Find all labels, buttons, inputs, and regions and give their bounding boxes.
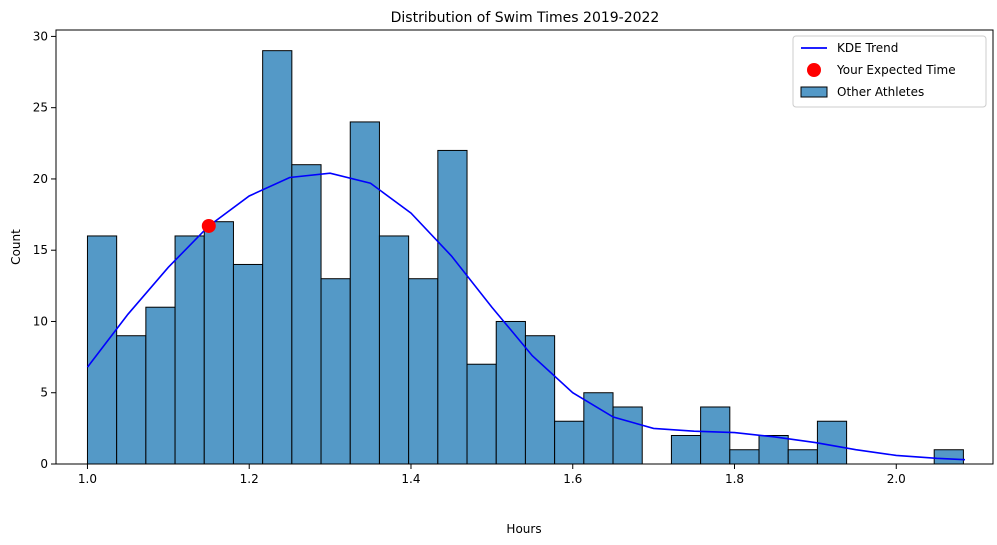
histogram-bar	[583, 392, 614, 465]
histogram-bar	[349, 121, 380, 465]
histogram-bar	[116, 335, 147, 465]
legend: KDE Trend Your Expected Time Other Athlete…	[792, 35, 987, 108]
x-tick-label: 1.6	[563, 472, 582, 486]
histogram-bar	[291, 164, 322, 465]
kde-trend-line	[86, 172, 966, 461]
histogram-bar	[933, 449, 964, 465]
legend-box	[792, 35, 987, 108]
histogram-bar	[378, 235, 410, 465]
x-tick-label: 1.0	[78, 472, 97, 486]
histogram-bar	[524, 335, 556, 465]
y-tick-label: 10	[33, 314, 48, 328]
histogram-bar	[437, 149, 468, 465]
y-axis-label: Count	[9, 229, 23, 265]
legend-point-symbol	[807, 63, 821, 77]
x-tick-label: 2.0	[887, 472, 906, 486]
legend-patch-symbol	[800, 86, 828, 98]
histogram-bars	[86, 50, 964, 465]
histogram-bar	[816, 420, 848, 465]
legend-label: Other Athletes	[837, 85, 924, 99]
histogram-bar	[145, 306, 176, 465]
histogram-bar	[700, 406, 731, 465]
histogram-bar	[174, 235, 205, 465]
histogram-bar	[203, 221, 234, 465]
histogram-bar	[554, 420, 585, 465]
x-tick-label: 1.2	[240, 472, 259, 486]
y-tick-label: 15	[33, 243, 48, 257]
y-tick-label: 5	[40, 386, 48, 400]
plot-frame	[55, 29, 994, 465]
histogram-bar	[262, 50, 293, 465]
x-axis-label: Hours	[506, 522, 541, 536]
y-tick-label: 30	[33, 29, 48, 43]
histogram-bar	[787, 449, 818, 465]
legend-label: KDE Trend	[837, 41, 898, 55]
y-axis-ticks: 0 5 10 15 20 25 30	[33, 29, 56, 471]
histogram-bar	[758, 434, 789, 465]
y-tick-label: 0	[40, 457, 48, 471]
histogram-bar	[232, 263, 264, 465]
histogram-bar	[408, 278, 439, 465]
histogram-bar	[466, 363, 497, 465]
histogram-bar	[612, 406, 643, 465]
y-tick-label: 25	[33, 101, 48, 115]
x-tick-label: 1.4	[401, 472, 420, 486]
histogram-bar	[670, 434, 702, 465]
histogram-bar	[86, 235, 118, 465]
x-tick-label: 1.8	[725, 472, 744, 486]
histogram-bar	[729, 449, 760, 465]
chart-title: Distribution of Swim Times 2019-2022	[391, 10, 660, 26]
legend-label: Your Expected Time	[836, 63, 956, 77]
x-axis-ticks: 1.0 1.2 1.4 1.6 1.8 2.0	[78, 464, 906, 486]
histogram-bar	[495, 320, 526, 465]
histogram-bar	[320, 278, 351, 465]
expected-time-marker	[201, 218, 216, 233]
y-tick-label: 20	[33, 172, 48, 186]
